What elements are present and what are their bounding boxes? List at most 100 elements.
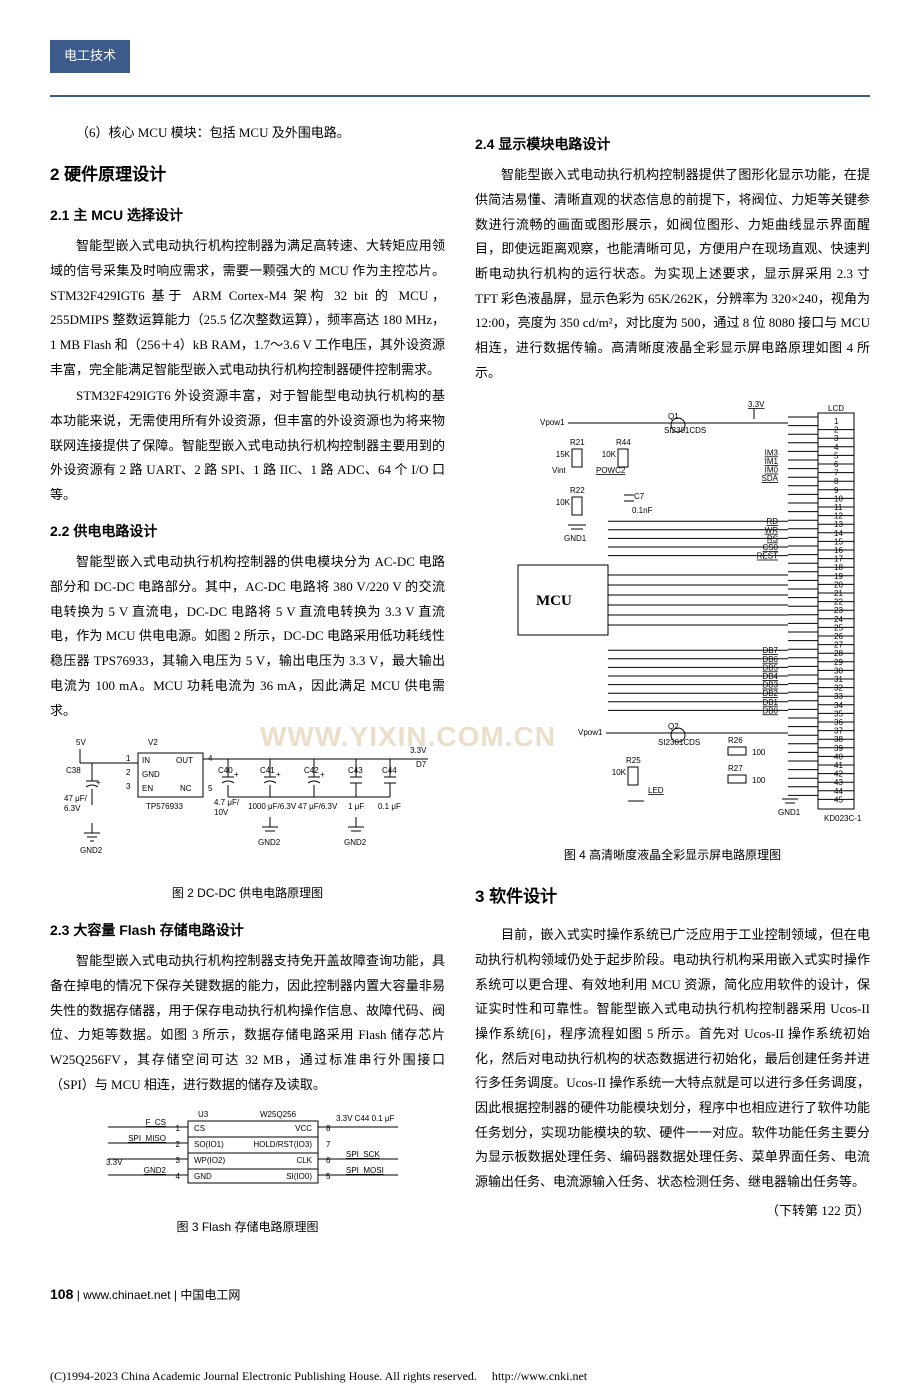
svg-text:5V: 5V <box>76 738 86 747</box>
svg-text:D7: D7 <box>416 760 427 769</box>
svg-text:47 μF/6.3V: 47 μF/6.3V <box>298 802 338 811</box>
svg-text:SI(IO0): SI(IO0) <box>286 1172 312 1181</box>
header-tab-label: 电工技术 <box>50 40 130 73</box>
svg-text:1: 1 <box>175 1124 180 1133</box>
svg-text:3: 3 <box>126 782 131 791</box>
section-2-4: 2.4 显示模块电路设计 <box>475 131 870 158</box>
svg-text:HOLD/RST(IO3): HOLD/RST(IO3) <box>253 1140 312 1149</box>
svg-text:LED: LED <box>648 786 664 795</box>
svg-text:C40: C40 <box>218 766 233 775</box>
svg-text:4: 4 <box>175 1172 180 1181</box>
svg-text:C41: C41 <box>260 766 275 775</box>
svg-text:GND2: GND2 <box>143 1166 166 1175</box>
svg-text:GND1: GND1 <box>564 534 587 543</box>
svg-text:1: 1 <box>126 754 131 763</box>
svg-text:C42: C42 <box>304 766 319 775</box>
footer: 108 | www.chinaet.net | 中国电工网 <box>50 1281 870 1308</box>
svg-text:+: + <box>276 770 281 779</box>
svg-text:U3: U3 <box>198 1110 209 1119</box>
svg-text:SPI_SCK: SPI_SCK <box>346 1150 380 1159</box>
para-2-1a: 智能型嵌入式电动执行机构控制器为满足高转速、大转矩应用领域的信号采集及时响应需求… <box>50 234 445 382</box>
svg-text:SDA: SDA <box>761 475 778 484</box>
svg-text:CS: CS <box>194 1124 205 1133</box>
svg-text:3.3V: 3.3V <box>106 1158 123 1167</box>
svg-text:3.3V: 3.3V <box>748 400 765 409</box>
para-2-3: 智能型嵌入式电动执行机构控制器支持免开盖故障查询功能，具备在掉电的情况下保存关键… <box>50 949 445 1097</box>
svg-text:W25Q256: W25Q256 <box>260 1110 297 1119</box>
figure-3: text{font-family:Arial,sans-serif;font-s… <box>50 1107 445 1206</box>
svg-text:1000 μF/6.3V: 1000 μF/6.3V <box>248 802 297 811</box>
svg-text:10K: 10K <box>555 498 570 507</box>
fig2-svg: text{font-family:Arial,sans-serif;font-s… <box>58 733 438 863</box>
svg-text:SI2301CDS: SI2301CDS <box>658 738 700 747</box>
svg-text:R25: R25 <box>626 756 641 765</box>
fig3-svg: text{font-family:Arial,sans-serif;font-s… <box>88 1107 408 1197</box>
svg-text:IN: IN <box>142 756 150 765</box>
svg-text:100: 100 <box>752 776 766 785</box>
svg-text:3.3V: 3.3V <box>410 746 427 755</box>
svg-text:GND2: GND2 <box>344 838 367 847</box>
section-3: 3 软件设计 <box>475 881 870 913</box>
para-2-4a: 智能型嵌入式电动执行机构控制器提供了图形化显示功能，在提供简洁易懂、清晰直观的状… <box>475 163 870 385</box>
fig4-svg: text{font-family:Arial,sans-serif;font-s… <box>478 395 868 825</box>
svg-text:V2: V2 <box>148 738 158 747</box>
svg-text:Vpow1: Vpow1 <box>540 418 565 427</box>
svg-text:0.1nF: 0.1nF <box>632 506 653 515</box>
fig2-caption: 图 2 DC-DC 供电电路原理图 <box>50 882 445 905</box>
svg-text:3: 3 <box>175 1156 180 1165</box>
section-2: 2 硬件原理设计 <box>50 159 445 191</box>
svg-text:LCD: LCD <box>828 404 844 413</box>
svg-text:GND: GND <box>142 770 160 779</box>
continue-note: （下转第 122 页） <box>475 1199 870 1224</box>
svg-text:VCC: VCC <box>295 1124 312 1133</box>
svg-text:GND2: GND2 <box>80 846 103 855</box>
svg-text:6.3V: 6.3V <box>64 804 81 813</box>
svg-text:SPI_MISO: SPI_MISO <box>128 1134 166 1143</box>
para-3a: 目前，嵌入式实时操作系统已广泛应用于工业控制领域，但在电动执行机构领域仍处于起步… <box>475 923 870 1195</box>
right-column: 2.4 显示模块电路设计 智能型嵌入式电动执行机构控制器提供了图形化显示功能，在… <box>475 121 870 1251</box>
svg-text:4.7 μF/: 4.7 μF/ <box>214 798 240 807</box>
fig3-caption: 图 3 Flash 存储电路原理图 <box>50 1216 445 1239</box>
intro-line: （6）核心 MCU 模块：包括 MCU 及外围电路。 <box>50 121 445 146</box>
svg-text:SO(IO1): SO(IO1) <box>194 1140 224 1149</box>
header-tab: 电工技术 <box>50 40 870 97</box>
figure-2: text{font-family:Arial,sans-serif;font-s… <box>50 733 445 872</box>
svg-text:SI2301CDS: SI2301CDS <box>664 426 706 435</box>
svg-text:GND2: GND2 <box>258 838 281 847</box>
svg-text:EN: EN <box>142 784 153 793</box>
para-2-1b: STM32F429IGT6 外设资源丰富，对于智能型电动执行机构的基本功能来说，… <box>50 384 445 507</box>
section-2-1: 2.1 主 MCU 选择设计 <box>50 202 445 229</box>
fig4-caption: 图 4 高清晰度液晶全彩显示屏电路原理图 <box>475 844 870 867</box>
svg-text:10V: 10V <box>214 808 229 817</box>
header-line <box>50 95 870 97</box>
content-columns: （6）核心 MCU 模块：包括 MCU 及外围电路。 2 硬件原理设计 2.1 … <box>50 121 870 1251</box>
svg-text:NC: NC <box>180 784 192 793</box>
section-2-3: 2.3 大容量 Flash 存储电路设计 <box>50 917 445 944</box>
svg-text:10K: 10K <box>601 450 616 459</box>
svg-text:47 μF/: 47 μF/ <box>64 794 88 803</box>
svg-text:C7: C7 <box>634 492 645 501</box>
copyright: (C)1994-2023 China Academic Journal Elec… <box>50 1356 870 1388</box>
copyright-text: (C)1994-2023 China Academic Journal Elec… <box>50 1369 477 1383</box>
page-number: 108 <box>50 1286 73 1302</box>
svg-text:+: + <box>320 770 325 779</box>
svg-text:WP(IO2): WP(IO2) <box>194 1156 225 1165</box>
svg-text:10K: 10K <box>611 768 626 777</box>
svg-text:GND1: GND1 <box>778 808 801 817</box>
svg-text:R22: R22 <box>570 486 585 495</box>
svg-text:0.1 μF: 0.1 μF <box>378 802 401 811</box>
figure-4: text{font-family:Arial,sans-serif;font-s… <box>475 395 870 834</box>
svg-text:+: + <box>96 778 101 787</box>
svg-text:R26: R26 <box>728 736 743 745</box>
svg-text:7: 7 <box>326 1140 331 1149</box>
svg-text:2: 2 <box>175 1140 180 1149</box>
svg-text:Vpow1: Vpow1 <box>578 728 603 737</box>
para-2-2: 智能型嵌入式电动执行机构控制器的供电模块分为 AC-DC 电路部分和 DC-DC… <box>50 550 445 723</box>
svg-text:TP576933: TP576933 <box>146 802 183 811</box>
svg-text:45: 45 <box>834 796 843 805</box>
svg-text:R27: R27 <box>728 764 743 773</box>
svg-text:+: + <box>234 770 239 779</box>
section-2-2: 2.2 供电电路设计 <box>50 518 445 545</box>
svg-text:DB0: DB0 <box>762 707 778 716</box>
svg-text:C38: C38 <box>66 766 81 775</box>
